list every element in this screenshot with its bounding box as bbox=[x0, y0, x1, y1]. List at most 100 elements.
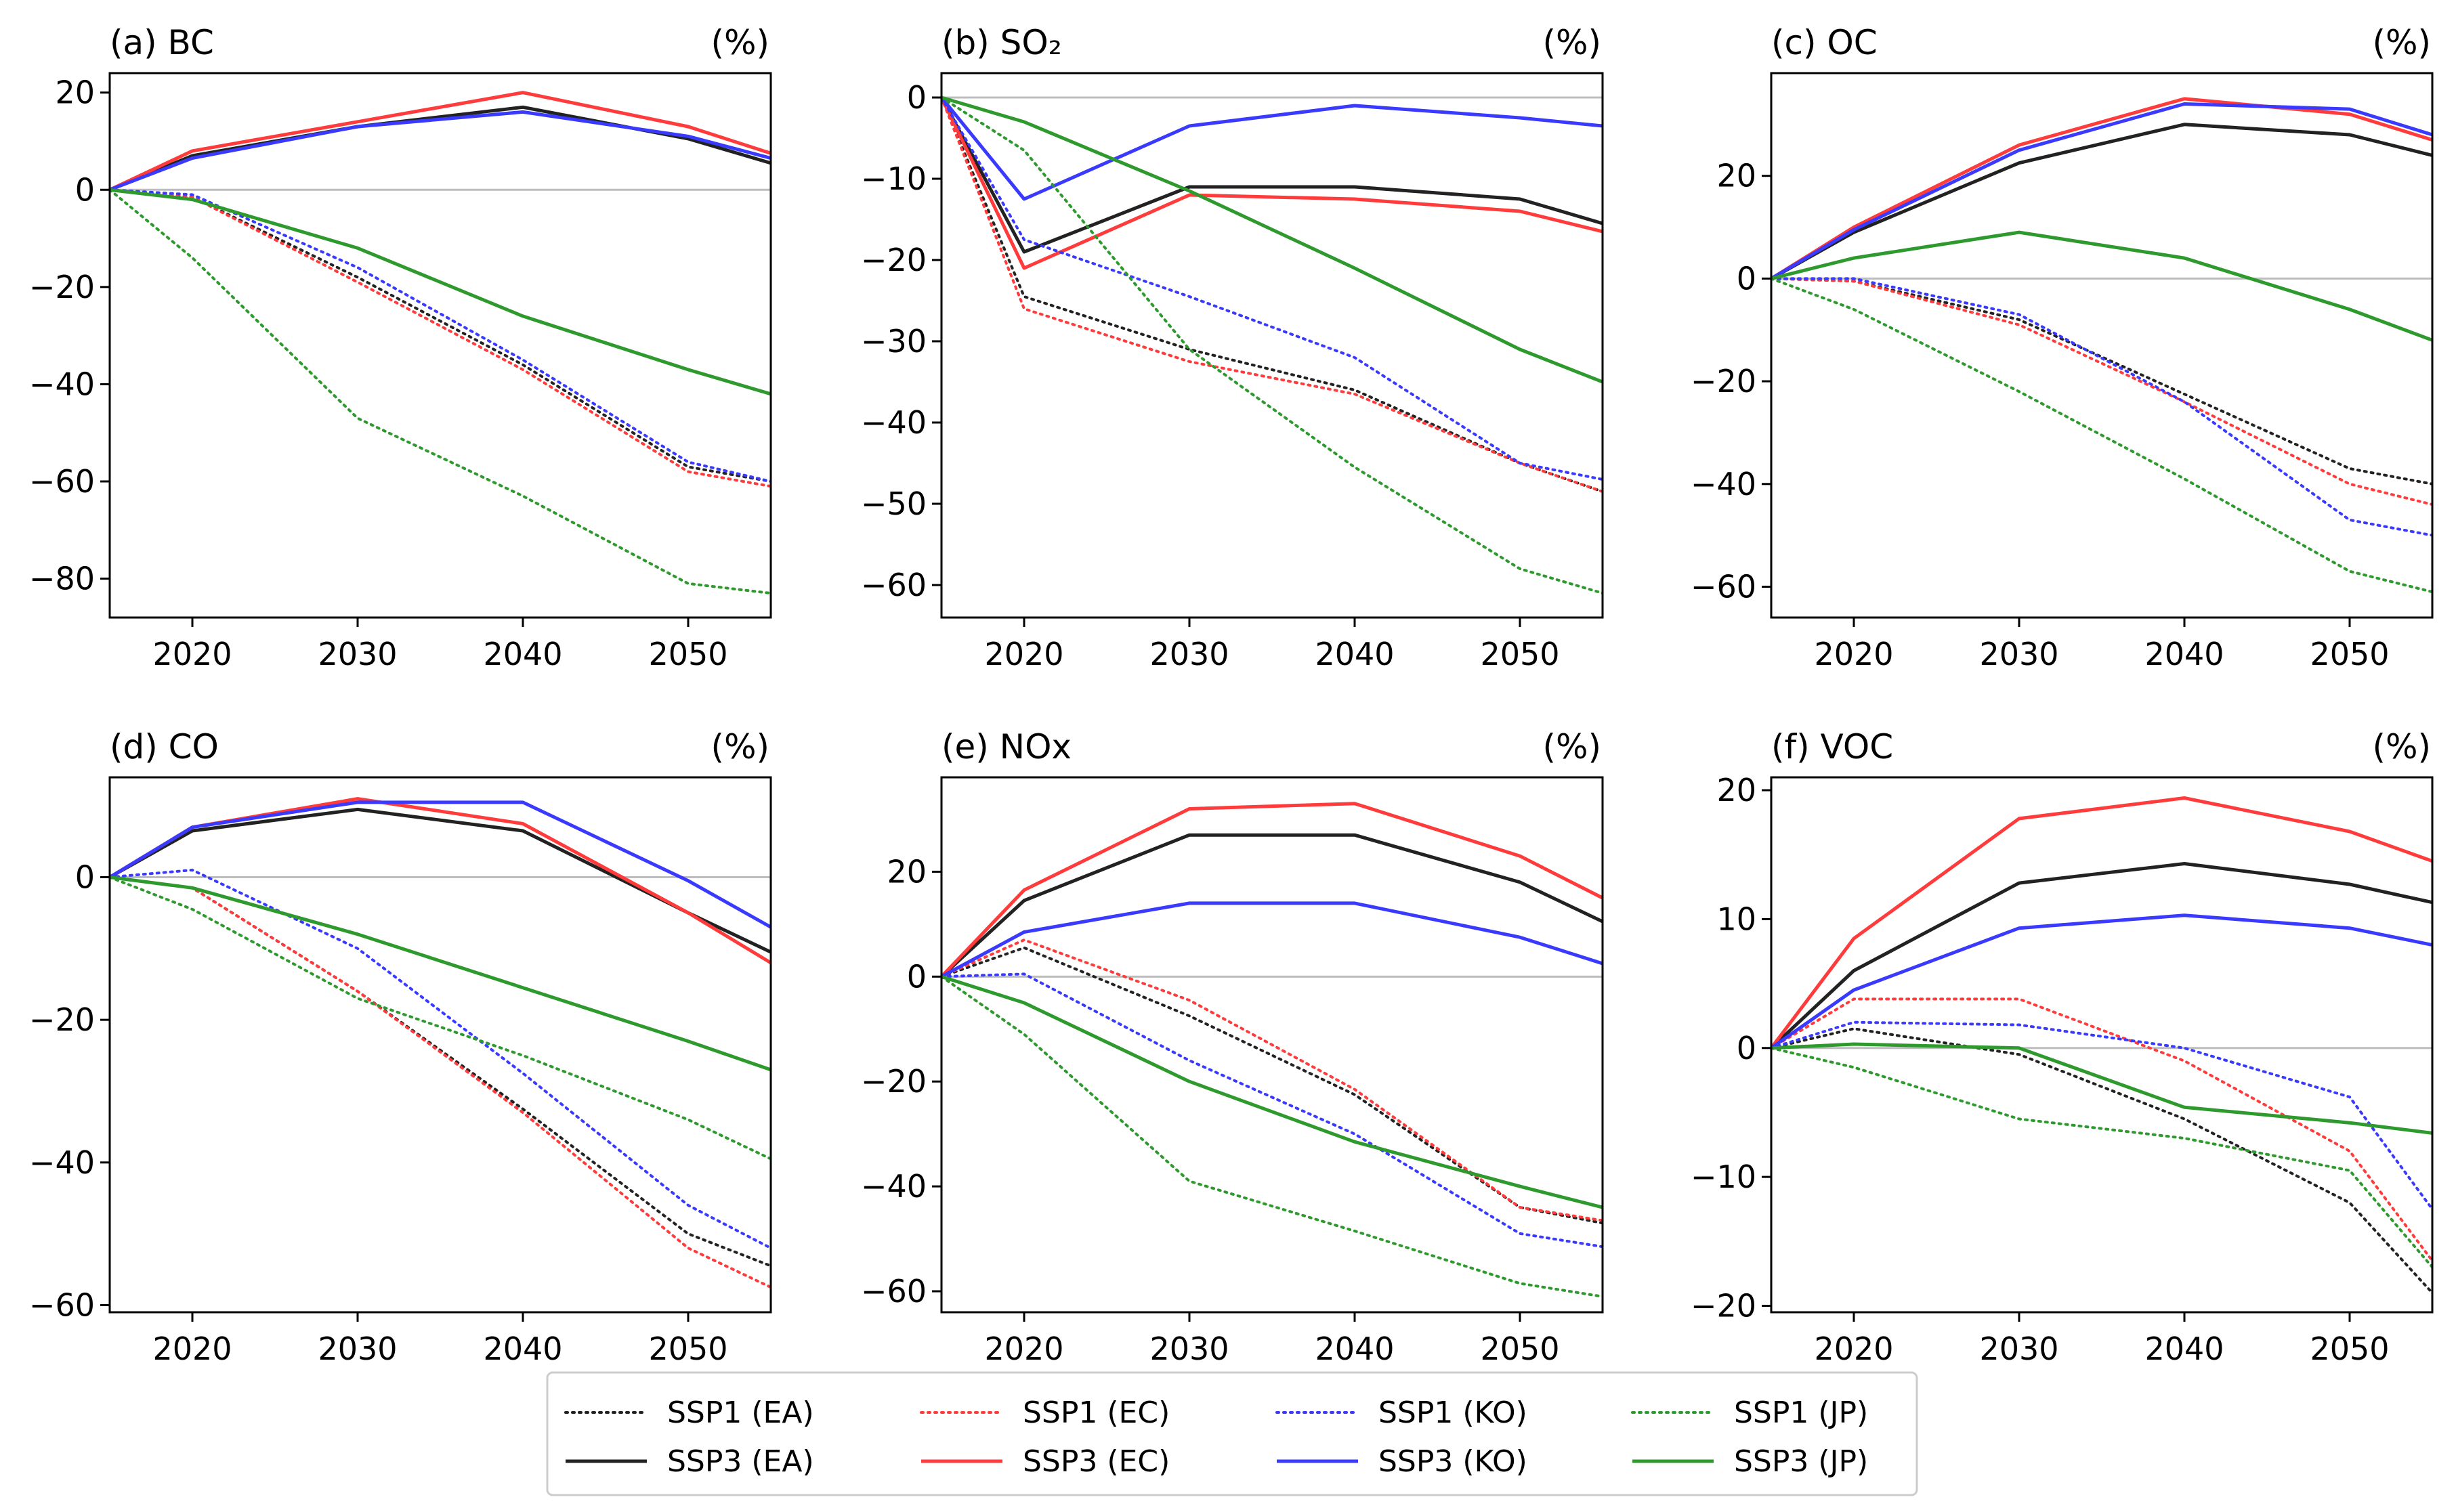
x-tick-label: 2030 bbox=[1979, 636, 2058, 672]
y-tick-label: 0 bbox=[75, 859, 95, 895]
y-tick-label: −10 bbox=[1691, 1159, 1756, 1195]
series-line-ssp1_ea bbox=[1771, 1027, 2432, 1295]
y-tick-label: 0 bbox=[1737, 260, 1756, 297]
legend-label: SSP3 (EC) bbox=[1023, 1444, 1170, 1479]
x-tick-label: 2030 bbox=[318, 1331, 397, 1367]
series-line-ssp3_ea bbox=[110, 105, 771, 192]
series-line-ssp3_ko bbox=[110, 800, 771, 929]
series-line-ssp3_ea bbox=[941, 96, 1603, 254]
y-tick-label: 20 bbox=[1716, 772, 1756, 808]
y-tick-label: −50 bbox=[861, 485, 927, 522]
legend-label: SSP1 (EC) bbox=[1023, 1396, 1170, 1430]
y-tick-label: 0 bbox=[907, 79, 927, 116]
series-line-ssp1_ko bbox=[941, 96, 1603, 481]
series-line-ssp1_ec bbox=[941, 96, 1603, 493]
series-group bbox=[941, 95, 1603, 595]
x-tick-label: 2020 bbox=[1814, 1331, 1893, 1367]
y-tick-label: −80 bbox=[29, 561, 95, 597]
panel-unit: (%) bbox=[711, 727, 769, 766]
panel-title: (b) SO₂ bbox=[941, 23, 1062, 62]
series-line-ssp1_ec bbox=[941, 938, 1603, 1222]
panel-title: (c) OC bbox=[1771, 23, 1878, 62]
legend-label: SSP3 (KO) bbox=[1378, 1444, 1527, 1479]
y-tick-label: −60 bbox=[29, 463, 95, 500]
series-line-ssp3_ko bbox=[1771, 913, 2432, 1050]
x-tick-label: 2040 bbox=[1315, 636, 1394, 672]
x-tick-label: 2030 bbox=[1149, 1331, 1229, 1367]
panel-unit: (%) bbox=[711, 23, 769, 62]
legend-label: SSP1 (KO) bbox=[1378, 1396, 1527, 1430]
y-tick-label: −20 bbox=[1691, 1287, 1756, 1324]
series-line-ssp1_ea bbox=[941, 96, 1603, 493]
series-line-ssp1_ec bbox=[1771, 997, 2432, 1262]
x-tick-label: 2050 bbox=[2310, 1331, 2389, 1367]
x-tick-label: 2020 bbox=[152, 636, 232, 672]
series-line-ssp1_ec bbox=[110, 188, 771, 488]
series-line-ssp1_jp bbox=[110, 188, 771, 595]
x-tick-label: 2050 bbox=[648, 636, 727, 672]
series-line-ssp1_ec bbox=[1771, 277, 2432, 506]
series-line-ssp3_ec bbox=[1771, 796, 2432, 1050]
y-tick-label: −40 bbox=[861, 404, 927, 441]
series-group bbox=[941, 802, 1603, 1298]
y-tick-label: −20 bbox=[1691, 363, 1756, 399]
panel-d: 0 −20 −40 −60 2020 2030 2040 2050 (d) CO (%) bbox=[29, 727, 772, 1367]
y-tick-label: 10 bbox=[1716, 901, 1756, 937]
x-tick-label: 2030 bbox=[318, 636, 397, 672]
y-tick-label: −60 bbox=[1691, 568, 1756, 605]
series-line-ssp3_jp bbox=[110, 188, 771, 396]
y-tick-label: −60 bbox=[861, 1273, 927, 1310]
series-line-ssp1_ko bbox=[1771, 277, 2432, 537]
legend-item: SSP3 (EC) bbox=[921, 1444, 1170, 1479]
series-line-ssp3_ko bbox=[941, 901, 1603, 978]
panel-title: (d) CO bbox=[110, 727, 219, 766]
series-group bbox=[1771, 796, 2432, 1295]
legend-label: SSP1 (EA) bbox=[667, 1396, 814, 1430]
legend-item: SSP3 (KO) bbox=[1277, 1444, 1527, 1479]
legend-item: SSP3 (JP) bbox=[1632, 1444, 1868, 1479]
panel-unit: (%) bbox=[1542, 23, 1601, 62]
x-tick-label: 2050 bbox=[648, 1331, 727, 1367]
series-line-ssp3_jp bbox=[1771, 230, 2432, 342]
axes-frame bbox=[108, 72, 772, 619]
y-tick-label: −60 bbox=[861, 567, 927, 603]
axes-frame bbox=[1770, 72, 2434, 619]
series-line-ssp1_jp bbox=[941, 975, 1603, 1298]
series-line-ssp3_ko bbox=[1771, 102, 2432, 280]
panel-title: (f) VOC bbox=[1771, 727, 1893, 766]
legend-label: SSP3 (JP) bbox=[1734, 1444, 1868, 1479]
x-tick-label: 2030 bbox=[1149, 636, 1229, 672]
series-line-ssp1_jp bbox=[1771, 277, 2432, 594]
legend-item: SSP1 (KO) bbox=[1275, 1396, 1527, 1430]
series-group bbox=[110, 797, 771, 1289]
series-line-ssp3_ec bbox=[110, 91, 771, 192]
panel-b: 0 −10 −20 −30 −40 −50 −60 2020 2030 2040 2050 (b) S… bbox=[861, 23, 1604, 672]
series-line-ssp3_jp bbox=[941, 974, 1603, 1209]
series-line-ssp3_jp bbox=[110, 876, 771, 1072]
y-tick-label: −40 bbox=[1691, 466, 1756, 502]
series-line-ssp1_jp bbox=[110, 876, 771, 1161]
series-line-ssp3_ea bbox=[1771, 862, 2432, 1050]
legend-item: SSP1 (EC) bbox=[920, 1396, 1170, 1430]
panel-c: 20 0 −20 −40 −60 2020 2030 2040 2050 (c) OC (%) bbox=[1691, 23, 2434, 672]
series-line-ssp3_ec bbox=[941, 802, 1603, 978]
x-tick-label: 2040 bbox=[483, 1331, 562, 1367]
panel-e: 20 0 −20 −40 −60 2020 2030 2040 2050 (e) NOx (%) bbox=[861, 727, 1604, 1367]
series-line-ssp3_jp bbox=[941, 95, 1603, 384]
y-tick-label: −30 bbox=[861, 323, 927, 360]
series-line-ssp1_jp bbox=[941, 96, 1603, 595]
legend-label: SSP1 (JP) bbox=[1734, 1396, 1868, 1430]
panel-title: (e) NOx bbox=[941, 727, 1072, 766]
series-line-ssp1_ko bbox=[941, 972, 1603, 1249]
panel-unit: (%) bbox=[2372, 727, 2431, 766]
y-tick-label: 20 bbox=[55, 74, 95, 111]
y-tick-label: −60 bbox=[29, 1287, 95, 1323]
series-line-ssp3_ec bbox=[1771, 97, 2432, 280]
series-line-ssp3_ko bbox=[110, 110, 771, 192]
series-line-ssp3_ko bbox=[941, 96, 1603, 201]
chart-panels: 20 0 −20 −40 −60 −80 2020 2030 2040 2050 (a) BC (%)… bbox=[29, 23, 2434, 1367]
panel-title: (a) BC bbox=[110, 23, 214, 62]
legend-label: SSP3 (EA) bbox=[667, 1444, 814, 1479]
series-line-ssp3_ec bbox=[941, 96, 1603, 270]
